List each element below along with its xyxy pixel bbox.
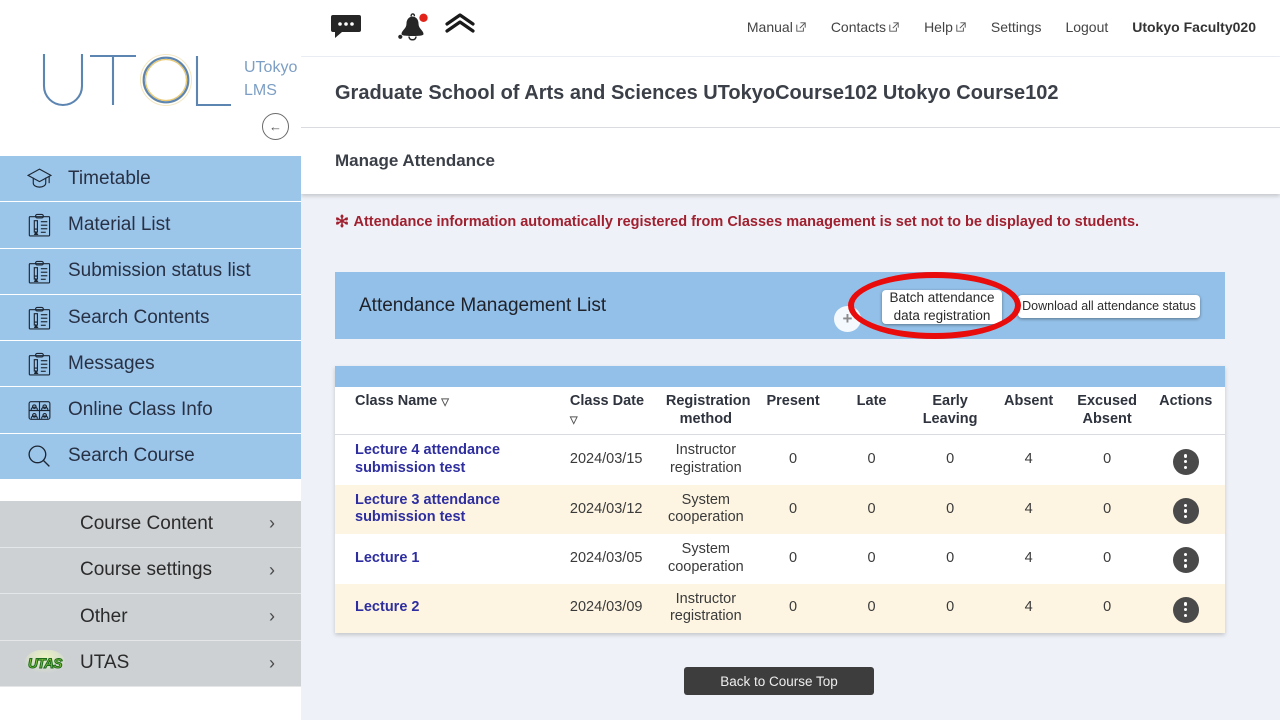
svg-text:LMS: LMS	[244, 82, 277, 99]
svg-text:UTokyo: UTokyo	[244, 59, 297, 76]
svg-text:UTAS: UTAS	[28, 657, 62, 672]
